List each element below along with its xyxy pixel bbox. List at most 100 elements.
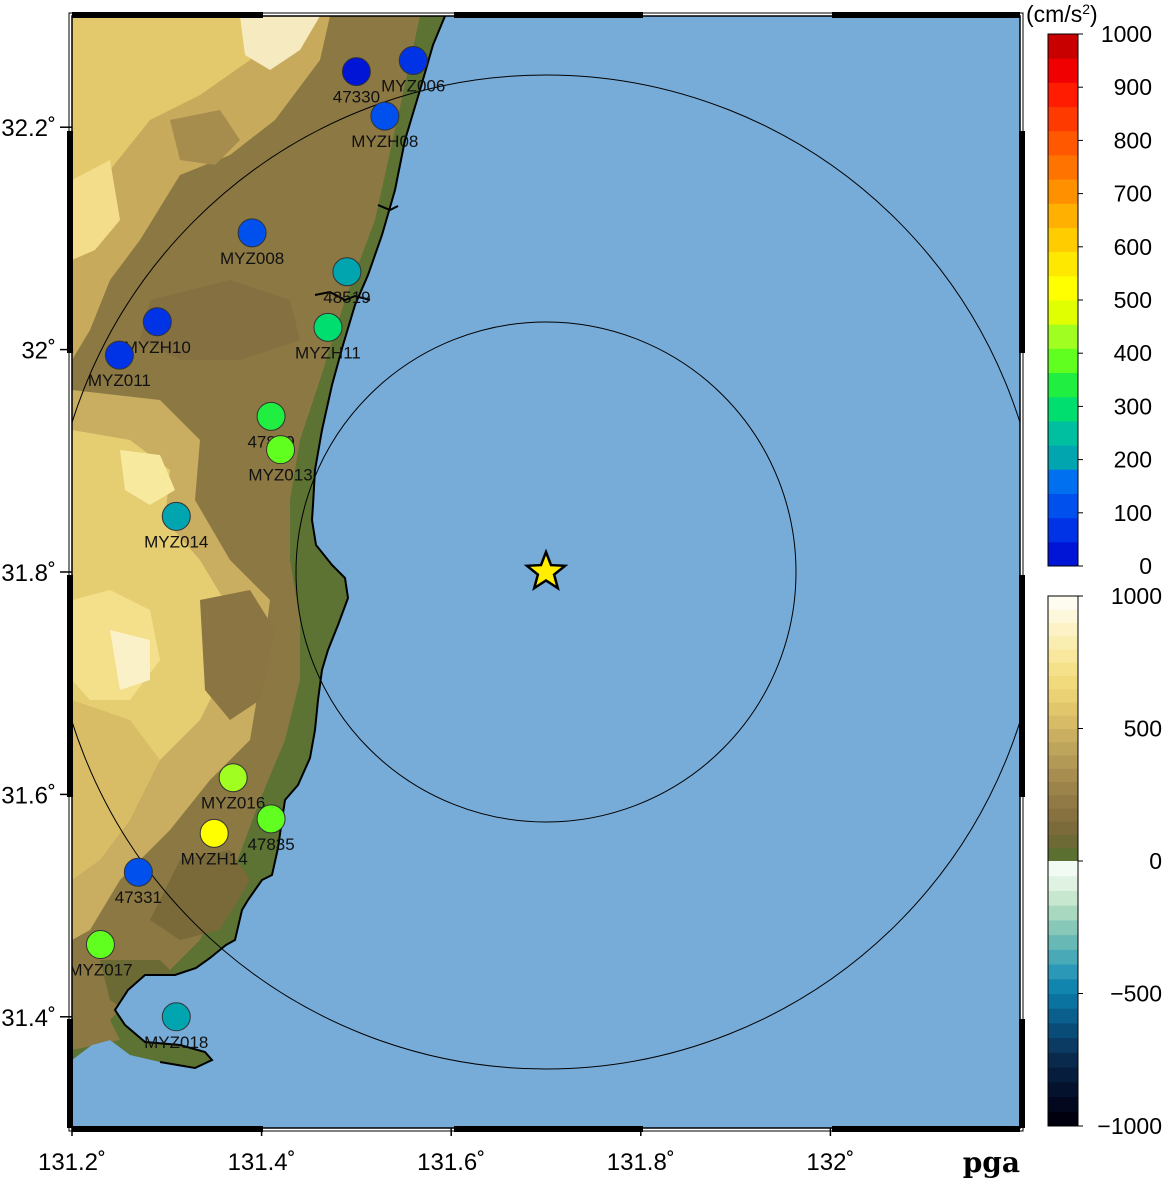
lon-tick-label: 131.4˚ — [228, 1149, 296, 1176]
topo-colorbar-segment — [1048, 934, 1078, 950]
station-label: MYZ016 — [201, 794, 265, 813]
station-dot — [142, 307, 172, 337]
station-label: MYZH14 — [181, 849, 248, 868]
lat-tick-label: 32˚ — [21, 338, 56, 365]
topo-colorbar-segment — [1048, 1052, 1078, 1068]
station-label: MYZ018 — [144, 1033, 208, 1052]
topo-colorbar-segment — [1048, 861, 1078, 877]
station-dot — [237, 218, 267, 248]
station-label: MYZ014 — [144, 532, 208, 551]
station-dot — [161, 501, 191, 531]
pga-colorbar-segment — [1048, 420, 1078, 446]
pga-colorbar-segment — [1048, 130, 1078, 156]
topo-colorbar-segment — [1048, 1111, 1078, 1127]
pga-colorbar-segment — [1048, 275, 1078, 301]
station-label: 47331 — [115, 888, 162, 907]
station-label: 47330 — [333, 88, 380, 107]
topo-colorbar-label: −1000 — [1097, 1113, 1162, 1139]
topo-colorbar-segment — [1048, 964, 1078, 980]
topo-colorbar: 1000 500 0 −500 −1000 — [1047, 583, 1162, 1139]
station-label: MYZ011 — [88, 371, 151, 390]
topo-colorbar-segment — [1048, 741, 1078, 756]
topo-colorbar-segment — [1048, 781, 1078, 796]
pga-colorbar-segment — [1048, 227, 1078, 253]
topo-colorbar-segment — [1048, 1096, 1078, 1112]
station-marker: MYZ008 — [220, 218, 284, 268]
station-dot — [256, 401, 286, 431]
station-dot — [85, 930, 115, 960]
pga-colorbar-label: 200 — [1114, 447, 1152, 473]
topo-colorbar-label: 0 — [1149, 848, 1162, 874]
topo-colorbar-segment — [1048, 993, 1078, 1009]
topo-colorbar-segment — [1048, 622, 1078, 637]
topo-colorbar-label: 500 — [1124, 716, 1162, 742]
pga-colorbar-segment — [1048, 300, 1078, 325]
station-dot — [266, 435, 296, 465]
station-label: 48519 — [323, 288, 370, 307]
pga-colorbar-label: 0 — [1139, 553, 1152, 579]
pga-colorbar-label: 100 — [1114, 500, 1152, 526]
pga-colorbar-label: 800 — [1114, 127, 1152, 153]
pga-colorbar-segment — [1048, 493, 1078, 519]
lat-tick-label: 32.2˚ — [1, 115, 56, 142]
station-label: MYZ006 — [381, 76, 445, 95]
station-label: MYZH10 — [124, 338, 191, 357]
plot-title: pga — [963, 1146, 1020, 1179]
topo-colorbar-label: −500 — [1110, 981, 1162, 1007]
topo-colorbar-segment — [1048, 978, 1078, 994]
pga-colorbar-segment — [1048, 541, 1078, 567]
pga-colorbar-segment — [1048, 396, 1078, 422]
topo-colorbar-segment — [1048, 1037, 1078, 1053]
ring-outer — [72, 74, 1020, 1070]
pga-colorbar-segment — [1048, 154, 1078, 180]
station-marker: 47330 — [333, 57, 380, 107]
station-marker: MYZ017 — [68, 930, 133, 980]
topo-colorbar-segment — [1048, 890, 1078, 906]
station-dot — [199, 818, 229, 848]
station-marker: MYZ018 — [144, 1002, 208, 1052]
pga-colorbar-segment — [1048, 34, 1078, 59]
topo-colorbar-segment — [1048, 1067, 1078, 1083]
pga-colorbar-segment — [1048, 348, 1078, 374]
coastline — [113, 16, 446, 1070]
pga-colorbar-label: 600 — [1114, 234, 1152, 260]
station-dot — [123, 857, 153, 887]
lon-tick-label: 132˚ — [806, 1149, 854, 1176]
station-marker: 47835 — [247, 804, 295, 854]
distance-rings — [72, 74, 1020, 1070]
lon-tick-label: 131.6˚ — [417, 1149, 485, 1176]
station-marker: 48519 — [323, 257, 371, 307]
pga-colorbar-label: 900 — [1114, 74, 1152, 100]
lat-tick-label: 31.8˚ — [1, 560, 56, 587]
topo-colorbar-segment — [1048, 688, 1078, 703]
topo-colorbar-segment — [1048, 847, 1078, 862]
topo-colorbar-segment — [1048, 834, 1078, 849]
topo-colorbar-segment — [1048, 905, 1078, 921]
topo-colorbar-segment — [1048, 675, 1078, 690]
pga-colorbar-label: 400 — [1114, 340, 1152, 366]
topo-colorbar-segment — [1048, 821, 1078, 835]
topo-colorbar-segment — [1048, 596, 1078, 610]
pga-colorbar-segment — [1048, 445, 1078, 470]
station-dot — [161, 1002, 191, 1032]
station-marker: MYZH08 — [351, 101, 418, 151]
topo-colorbar-segment — [1048, 875, 1078, 891]
station-dot — [398, 45, 428, 75]
topo-colorbar-segment — [1048, 662, 1078, 676]
topo-colorbar-segment — [1048, 794, 1078, 809]
station-marker: MYZH14 — [181, 818, 248, 868]
station-label: MYZ017 — [68, 961, 132, 980]
station-label: MYZ013 — [248, 466, 312, 485]
pga-colorbar-segment — [1048, 58, 1078, 83]
pga-colorbar-segment — [1048, 179, 1078, 204]
station-marker: MYZ016 — [201, 763, 265, 813]
tick-labels: 131.2˚ 131.4˚ 131.6˚ 131.8˚ 132˚ 31.4˚ 31.6˚ 31… — [1, 115, 854, 1176]
station-marker: MYZ011 — [88, 340, 151, 390]
topo-colorbar-label: 1000 — [1111, 583, 1162, 609]
pga-colorbar-segment — [1048, 203, 1078, 228]
pga-colorbar-segment — [1048, 324, 1078, 349]
pga-colorbar-unit: (cm/s2) — [1026, 1, 1098, 27]
pga-colorbar-segment — [1048, 82, 1078, 108]
